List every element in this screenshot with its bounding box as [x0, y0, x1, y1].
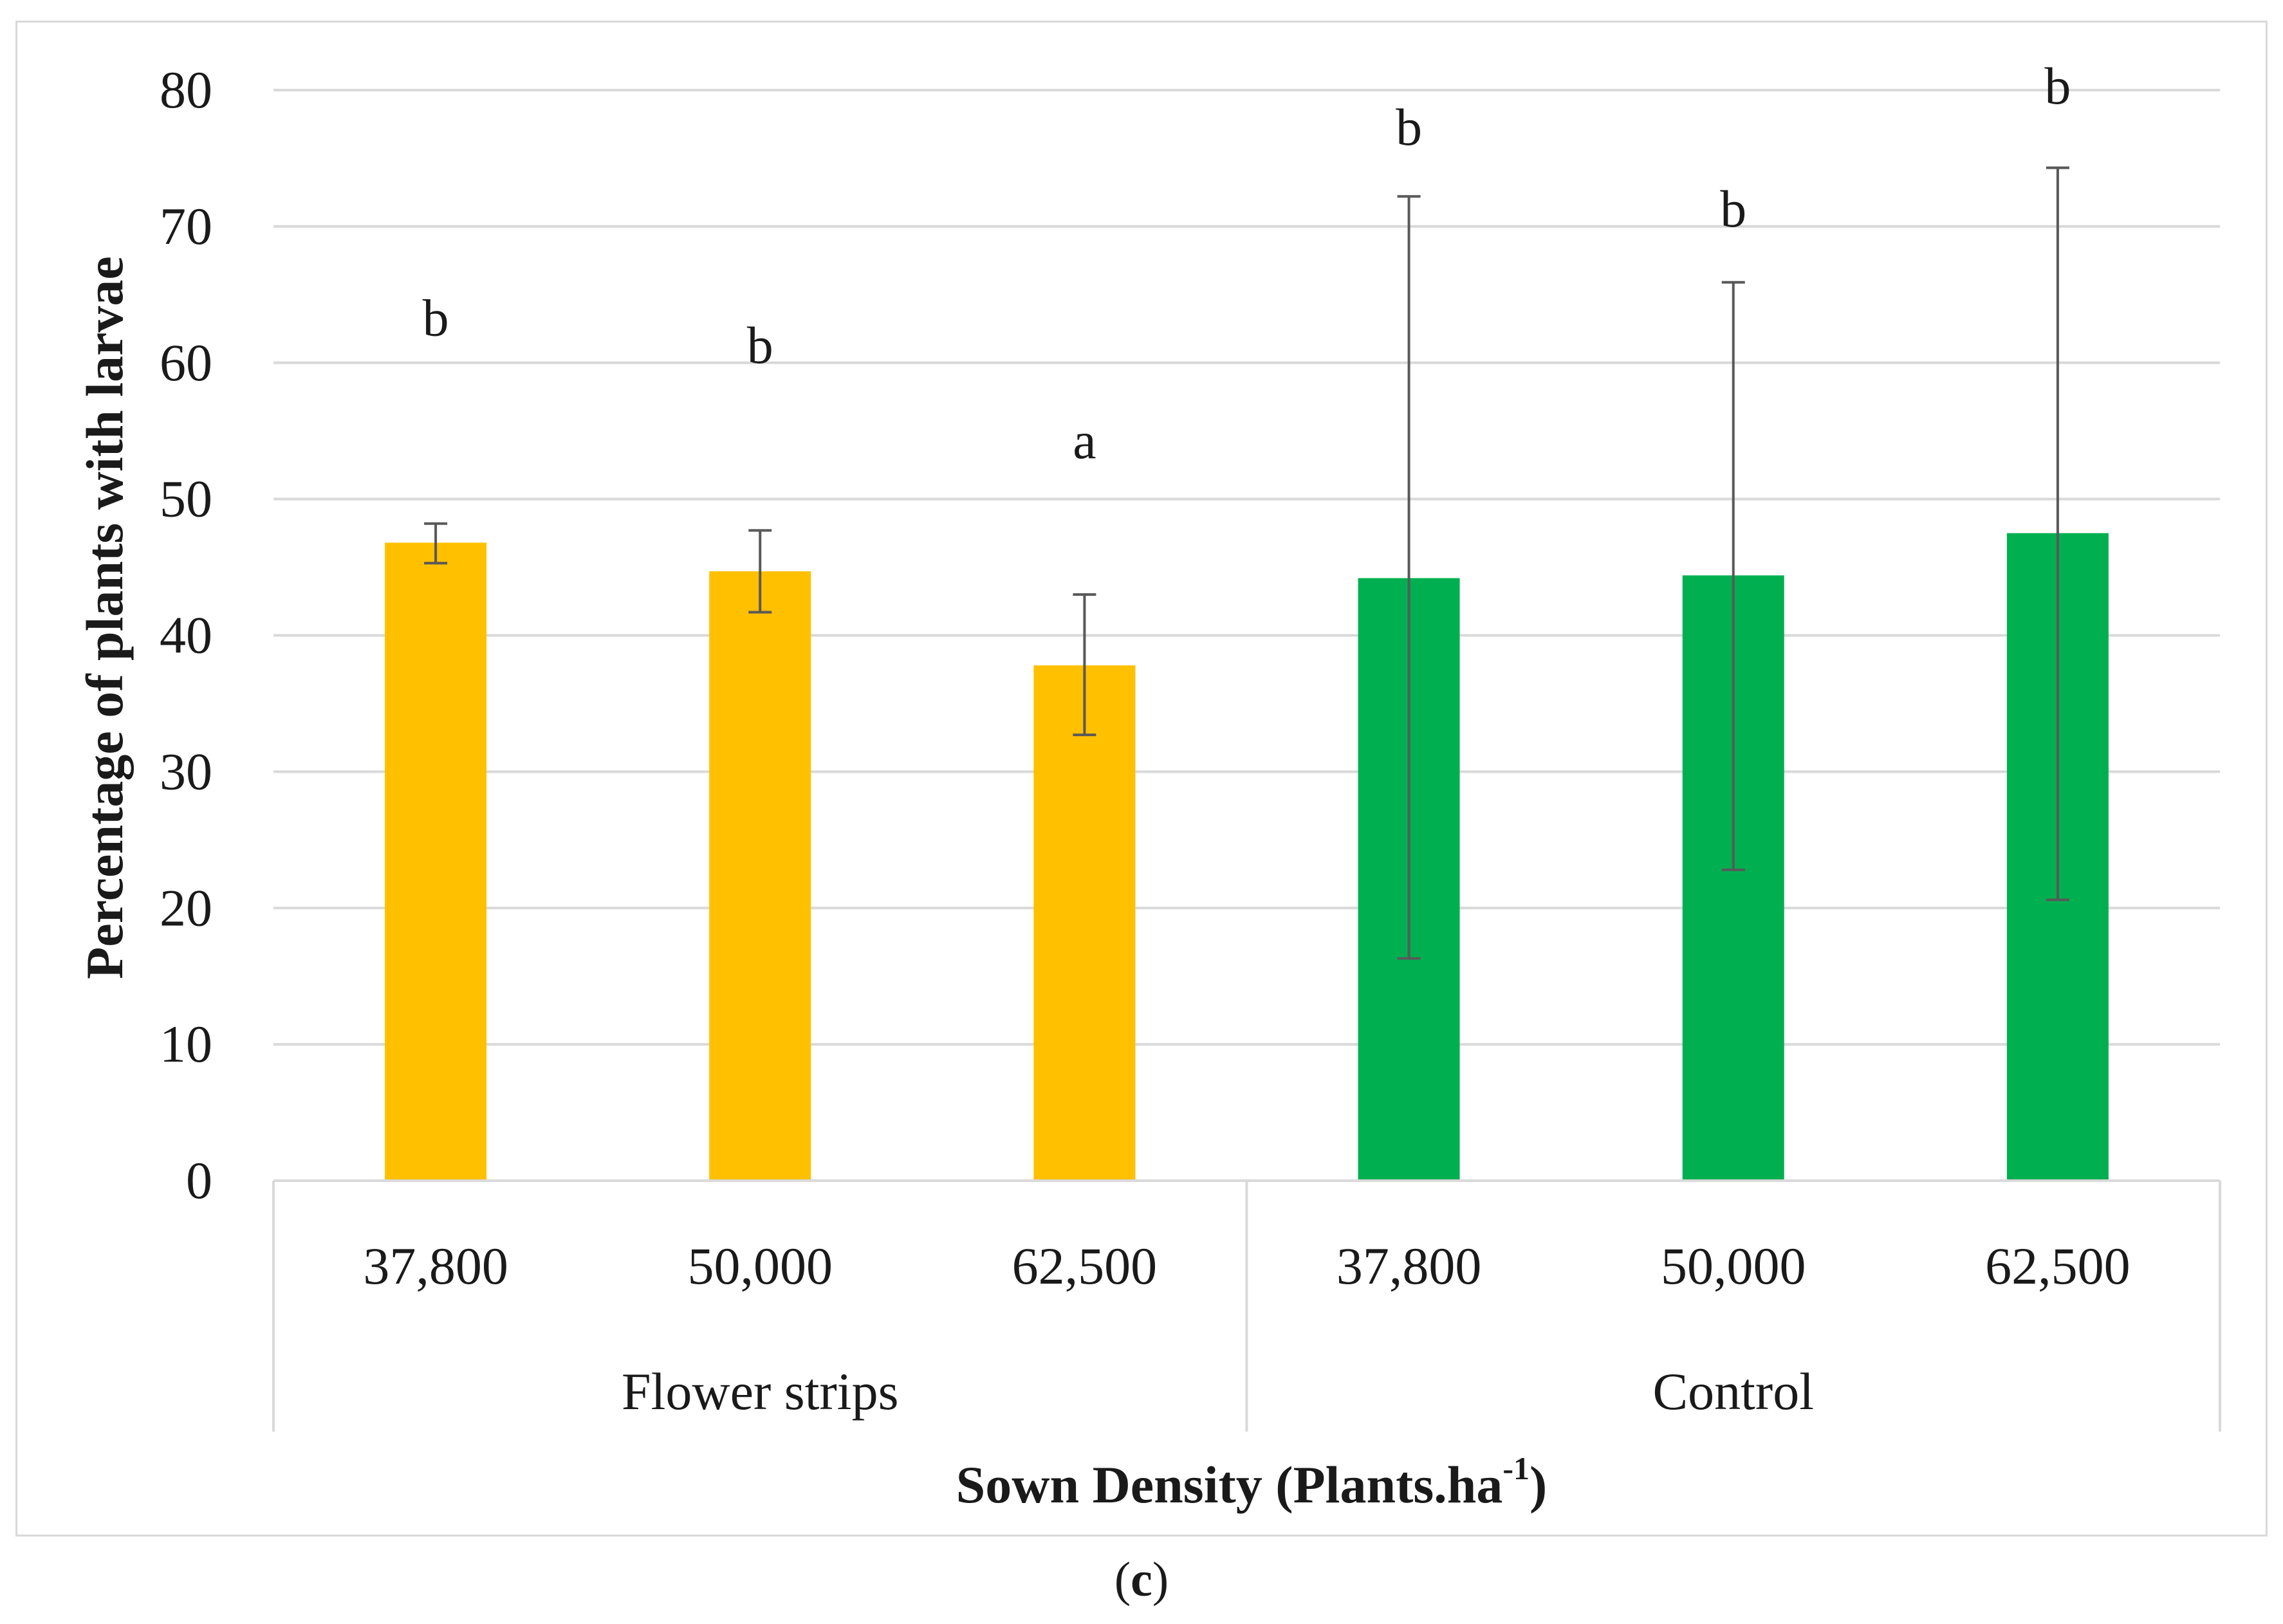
x-category-label-3: 62,500 — [1012, 1237, 1158, 1295]
significance-letter-5: b — [1720, 180, 1746, 238]
significance-letter-3: a — [1073, 411, 1096, 470]
x-axis-title: Sown Density (Plants.ha-1) — [956, 1450, 1548, 1514]
y-tick-label-60: 60 — [160, 333, 212, 392]
y-tick-label-30: 30 — [160, 742, 212, 800]
x-group-label-1: Flower strips — [622, 1362, 899, 1421]
chart-frame — [15, 21, 2268, 1536]
x-category-label-1: 37,800 — [363, 1237, 508, 1295]
x-category-label-5: 50,000 — [1661, 1237, 1806, 1295]
bar-1 — [385, 542, 487, 1181]
x-axis-title-end: ) — [1530, 1455, 1547, 1514]
x-category-label-4: 37,800 — [1336, 1237, 1482, 1295]
y-axis-title: Percentage of plants with larvae — [75, 256, 134, 979]
x-category-label-6: 62,500 — [1985, 1237, 2130, 1295]
x-group-label-2: Control — [1652, 1362, 1814, 1421]
y-tick-label-0: 0 — [186, 1151, 212, 1210]
y-tick-label-50: 50 — [160, 470, 212, 528]
x-category-label-2: 50,000 — [688, 1237, 833, 1295]
y-tick-label-70: 70 — [160, 197, 212, 255]
caption-letter: c — [1131, 1553, 1152, 1607]
error-bars — [424, 166, 2069, 960]
caption-close: ) — [1152, 1553, 1169, 1607]
y-tick-label-40: 40 — [160, 606, 212, 665]
y-tick-label-80: 80 — [160, 60, 212, 119]
bar-3 — [1033, 665, 1136, 1181]
gridlines — [273, 89, 2220, 1046]
significance-letter-6: b — [2044, 57, 2071, 115]
significance-letter-4: b — [1396, 98, 1422, 156]
y-axis-ticks: 0 10 20 30 40 50 60 70 80 — [160, 60, 212, 1210]
significance-letter-2: b — [747, 316, 773, 374]
x-axis: 37,800 50,000 62,500 37,800 50,000 62,500 Flow… — [272, 1179, 2221, 1432]
x-axis-title-superscript: -1 — [1502, 1450, 1530, 1486]
figure-caption: (c) — [0, 1552, 2283, 1608]
y-tick-label-10: 10 — [160, 1015, 212, 1073]
bars — [385, 533, 2109, 1181]
caption-open: ( — [1114, 1553, 1131, 1607]
bar-2 — [709, 571, 811, 1181]
y-tick-label-20: 20 — [160, 878, 212, 937]
significance-letter-1: b — [423, 288, 449, 347]
x-axis-title-main: Sown Density (Plants.ha — [956, 1455, 1503, 1514]
significance-letters: b b a b b b — [423, 57, 2071, 470]
